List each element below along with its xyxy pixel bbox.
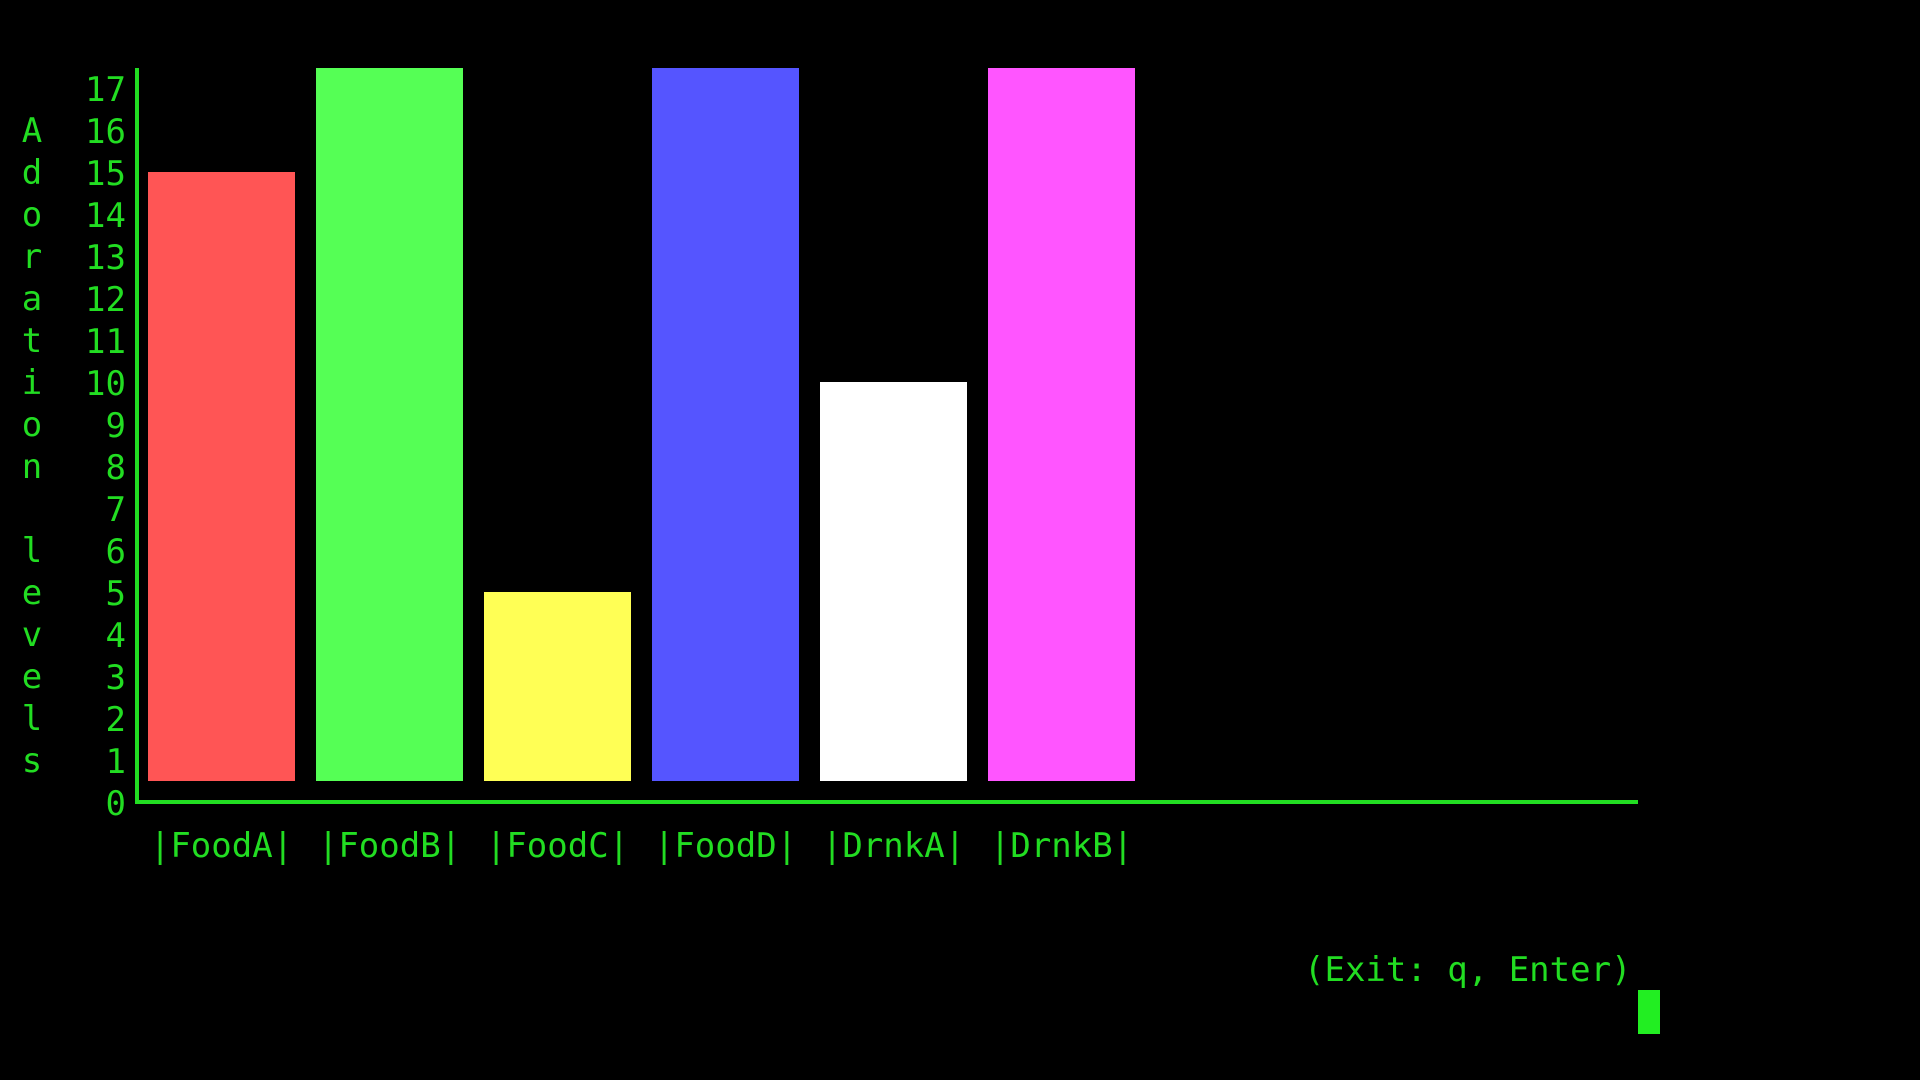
bar-fooda xyxy=(148,172,295,781)
x-tick-label: |FoodA| xyxy=(150,826,293,866)
y-tick-label: 14 xyxy=(85,196,126,236)
x-tick-label: |FoodC| xyxy=(486,826,629,866)
y-axis-label-char: i xyxy=(22,363,42,403)
x-tick-label: |DrnkB| xyxy=(990,826,1133,866)
terminal-cursor[interactable] xyxy=(1638,990,1660,1034)
x-tick-label: |FoodD| xyxy=(654,826,797,866)
y-axis-label-char: l xyxy=(22,699,42,739)
bars xyxy=(148,68,1135,781)
y-axis-label-char: o xyxy=(22,405,42,445)
y-tick-label: 1 xyxy=(106,742,126,782)
bar-drnka xyxy=(820,382,967,781)
y-tick-label: 5 xyxy=(106,574,126,614)
y-tick-label: 8 xyxy=(106,448,126,488)
y-axis-label-char: a xyxy=(22,279,42,319)
y-tick-label: 0 xyxy=(106,784,126,824)
y-axis-label-char: e xyxy=(22,657,42,697)
y-tick-label: 2 xyxy=(106,700,126,740)
y-axis-label-char: n xyxy=(22,447,42,487)
x-axis-ticks: |FoodA| |FoodB| |FoodC| |FoodD| |DrnkA| |Drnk… xyxy=(150,826,1133,866)
y-tick-label: 16 xyxy=(85,112,126,152)
bar-foodc xyxy=(484,592,631,781)
y-axis-label-char: t xyxy=(22,321,42,361)
x-tick-label: |DrnkA| xyxy=(822,826,965,866)
y-axis-label-char: r xyxy=(22,237,42,277)
y-axis-label-char: o xyxy=(22,195,42,235)
y-tick-label: 9 xyxy=(106,406,126,446)
bar-drnkb xyxy=(988,68,1135,781)
y-tick-label: 4 xyxy=(106,616,126,656)
bar-foodb xyxy=(316,68,463,781)
y-axis-label-char: e xyxy=(22,573,42,613)
y-tick-label: 13 xyxy=(85,238,126,278)
y-tick-label: 10 xyxy=(85,364,126,404)
y-tick-label: 6 xyxy=(106,532,126,572)
x-tick-label: |FoodB| xyxy=(318,826,461,866)
exit-hint: (Exit: q, Enter) xyxy=(1304,950,1632,990)
y-axis-label-char: l xyxy=(22,531,42,571)
y-tick-label: 11 xyxy=(85,322,126,362)
y-axis-label-char: A xyxy=(22,111,42,151)
y-tick-label: 15 xyxy=(85,154,126,194)
y-axis-label-char: v xyxy=(22,615,42,655)
y-tick-label: 12 xyxy=(85,280,126,320)
y-axis-label-char: d xyxy=(22,153,42,193)
y-tick-label: 7 xyxy=(106,490,126,530)
y-tick-label: 17 xyxy=(85,70,126,110)
y-tick-label: 3 xyxy=(106,658,126,698)
bar-foodd xyxy=(652,68,799,781)
y-axis-label-char: s xyxy=(22,741,42,781)
